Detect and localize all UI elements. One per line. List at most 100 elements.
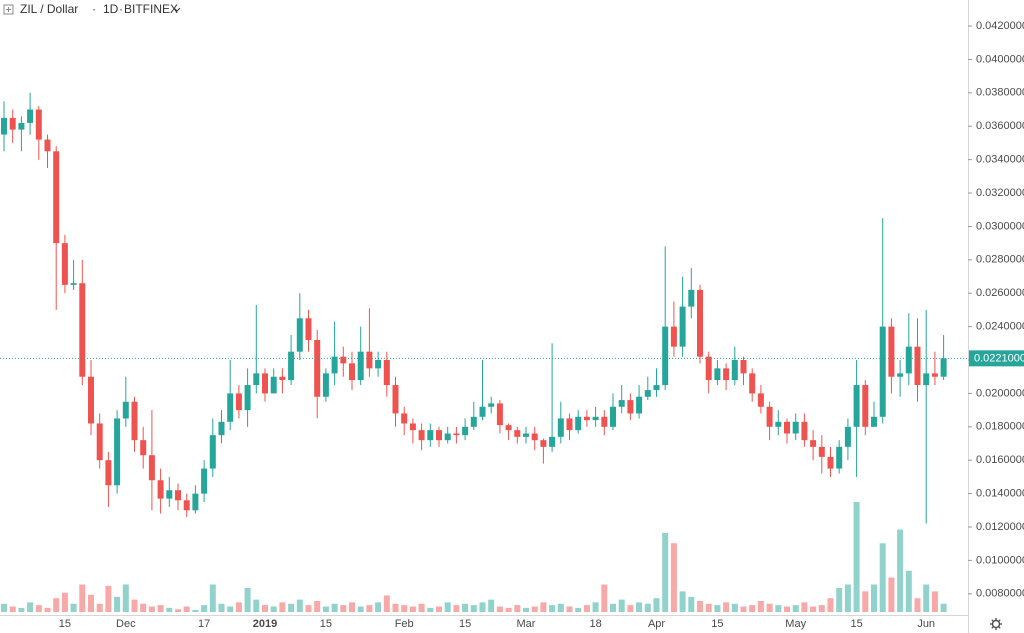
volume-bar (810, 606, 817, 612)
x-tick-label: Dec (116, 618, 136, 630)
volume-bar (262, 605, 268, 612)
candle-body (44, 139, 51, 152)
volume-bar (70, 603, 77, 612)
candle-body (853, 385, 860, 427)
volume-bar (723, 602, 730, 612)
volume-bar (740, 606, 747, 612)
volume-bar (523, 607, 529, 612)
volume-bar (592, 602, 599, 612)
x-tick-label: 2019 (253, 618, 277, 630)
candle-body (227, 393, 234, 422)
candle-body (592, 416, 599, 421)
volume-bar (88, 594, 94, 612)
volume-bar (375, 602, 382, 612)
gear-icon (990, 618, 1002, 630)
candle-body (714, 368, 721, 381)
x-tick-label: 15 (459, 618, 471, 630)
candle-body (114, 418, 121, 486)
y-tick-label: 0.01800000 (976, 421, 1024, 433)
candle-body (888, 326, 895, 377)
candle-body (749, 373, 756, 394)
candle-body (905, 346, 912, 374)
volume-bar (505, 607, 512, 612)
volume-bar (253, 599, 260, 612)
volume-bar (296, 599, 303, 612)
volume-bar (1, 603, 7, 612)
candle-body (270, 376, 277, 394)
candle-body (766, 406, 773, 427)
candle-body (688, 289, 695, 307)
x-tick-label: 15 (59, 618, 71, 630)
separator: · (119, 2, 123, 16)
candle-body (61, 243, 68, 285)
volume-bar (27, 602, 34, 612)
volume-bar (923, 584, 930, 612)
volume-bar (479, 602, 486, 612)
candle-body (644, 390, 651, 397)
y-tick-label: 0.02800000 (976, 254, 1024, 266)
y-tick-label: 0.03000000 (976, 220, 1024, 232)
volume-bar (862, 591, 869, 612)
legend-header[interactable]: ZIL / Dollar · 1D · BITFINEX (3, 2, 181, 16)
volume-bar (827, 598, 834, 612)
volume-bar (931, 591, 938, 612)
interval: 1D (103, 2, 119, 16)
volume-bar (79, 584, 86, 612)
volume-bar (357, 606, 364, 612)
y-tick-label: 0.03400000 (976, 154, 1024, 166)
volume-bar (731, 603, 738, 612)
gear-icon (991, 619, 1001, 629)
volume-bar (627, 605, 634, 612)
volume-bar (557, 603, 564, 612)
y-tick-label: 0.01600000 (976, 454, 1024, 466)
volume-bar (235, 602, 242, 612)
candle-body (131, 401, 138, 441)
volume-bar (818, 605, 825, 612)
candle-body (53, 151, 60, 244)
candle-body (279, 376, 286, 381)
candle-body (879, 326, 886, 417)
volume-bar (131, 599, 138, 612)
volume-bar (470, 605, 477, 612)
volume-bar (444, 602, 451, 612)
candle-body (444, 433, 451, 441)
volume-bar (322, 606, 329, 612)
volume-bar (844, 584, 851, 612)
volume-bar (453, 605, 460, 612)
volume-bar (436, 606, 442, 612)
volume-bar (496, 606, 503, 612)
volume-bar (879, 543, 886, 612)
candle-body (157, 480, 164, 499)
volume-bar (209, 584, 216, 612)
volume-bar (540, 602, 547, 612)
candle-body (583, 416, 590, 421)
candle-body (357, 351, 364, 381)
candle-body (679, 306, 686, 347)
y-tick-label: 0.02600000 (976, 287, 1024, 299)
candle-body (105, 460, 112, 486)
volume-bar (618, 599, 625, 612)
volume-bar (462, 603, 469, 612)
y-tick-label: 0.04200000 (976, 20, 1024, 32)
current-price-label: 0.02210000 (974, 352, 1024, 364)
x-tick-label: Apr (648, 618, 665, 630)
candle-body (175, 490, 181, 501)
candle-body (784, 421, 790, 434)
x-tick-label: Mar (517, 618, 536, 630)
volume-bar (662, 532, 669, 612)
candle-body (235, 393, 242, 411)
x-tick-label: Jun (917, 618, 935, 630)
volume-bar (383, 595, 390, 612)
candle-body (122, 401, 129, 419)
candle-body (801, 421, 808, 441)
symbol-icon (3, 4, 14, 15)
candle-body (18, 122, 25, 130)
candle-body (209, 435, 216, 469)
candle-body (375, 360, 382, 369)
volume-bar (836, 587, 843, 612)
volume-bar (409, 606, 416, 612)
settings-button[interactable] (990, 618, 1002, 630)
candle-body (923, 373, 930, 386)
